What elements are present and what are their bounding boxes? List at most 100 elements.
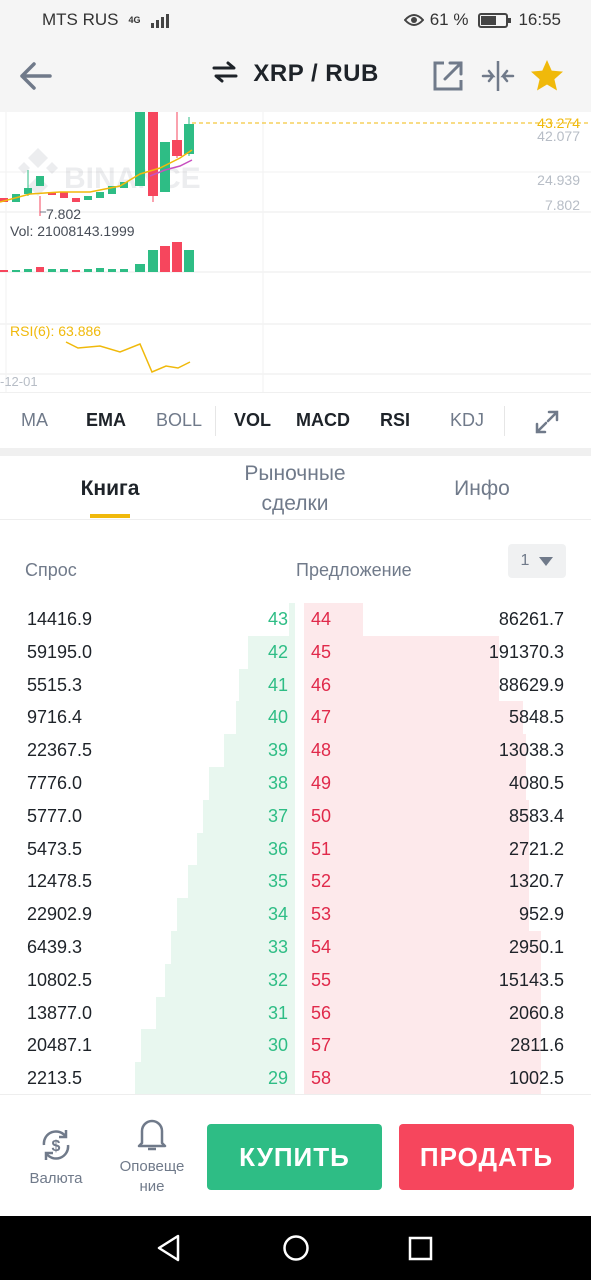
compare-icon[interactable] [480, 58, 516, 94]
alerts-label-line1: Оповеще [119, 1158, 185, 1175]
orderbook-row[interactable]: 13877.0 31 56 2060.8 [0, 996, 591, 1030]
ask-depth-bar [304, 1062, 541, 1095]
alerts-button[interactable]: Оповеще ние [112, 1115, 192, 1195]
orderbook-row[interactable]: 20487.1 30 57 2811.6 [0, 1029, 591, 1063]
section-divider [0, 448, 591, 456]
orderbook-row[interactable]: 2213.5 29 58 1002.5 [0, 1062, 591, 1095]
ask-depth-bar [304, 635, 499, 669]
orderbook-rows: 14416.9 43 44 86261.7 59195.0 42 45 191370.3 551… [0, 603, 591, 1095]
orderbook-row[interactable]: 22902.9 34 53 952.9 [0, 898, 591, 931]
bid-price: 37 [267, 805, 288, 826]
bid-price: 40 [267, 707, 288, 728]
ask-depth-bar [304, 963, 541, 997]
ask-price: 57 [311, 1035, 332, 1056]
ask-quantity: 5848.5 [508, 707, 564, 728]
eye-icon [403, 14, 424, 26]
bid-depth-bar [239, 668, 295, 702]
orderbook-row[interactable]: 10802.5 32 55 15143.5 [0, 963, 591, 997]
ask-price: 58 [311, 1068, 332, 1089]
ask-depth-bar [304, 1029, 541, 1063]
bid-quantity: 10802.5 [27, 969, 93, 990]
network-type: 4G [128, 15, 141, 25]
indicator-kdj[interactable]: KDJ [450, 410, 485, 430]
bid-quantity: 20487.1 [27, 1035, 93, 1056]
orderbook-row[interactable]: 5777.0 37 50 8583.4 [0, 799, 591, 833]
ma2-line [149, 159, 193, 177]
bid-quantity: 5473.5 [27, 838, 83, 859]
bid-price: 43 [267, 609, 288, 629]
bid-quantity: 7776.0 [27, 772, 83, 793]
bid-quantity: 22367.5 [27, 740, 93, 761]
orderbook-header: Спрос Предложение 1 [0, 540, 591, 590]
orderbook-row[interactable]: 7776.0 38 49 4080.5 [0, 766, 591, 800]
indicator-boll[interactable]: BOLL [156, 410, 203, 430]
star-icon[interactable] [529, 58, 565, 94]
ask-quantity: 1320.7 [508, 871, 564, 892]
ask-price: 46 [311, 674, 332, 695]
orderbook-row[interactable]: 59195.0 42 45 191370.3 [0, 635, 591, 669]
nav-back-icon[interactable] [156, 1234, 182, 1262]
orderbook-row[interactable]: 6439.3 33 54 2950.1 [0, 930, 591, 964]
ask-depth-bar [304, 865, 529, 899]
battery-icon [478, 12, 512, 28]
fullscreen-icon[interactable] [534, 409, 560, 435]
alerts-label-line2: ние [139, 1178, 165, 1195]
ask-quantity: 2721.2 [508, 838, 564, 859]
pair-title[interactable]: XRP / RUB [0, 60, 591, 88]
indicator-vol[interactable]: VOL [234, 410, 272, 430]
pair-header: XRP / RUB [0, 40, 591, 112]
volume-label: Vol: 21008143.1999 [10, 223, 135, 239]
status-bar: MTS RUS 4G 61 % 16:55 [0, 0, 591, 40]
tab-info[interactable]: Инфо [454, 477, 510, 500]
current-price-label: 43.274 [537, 115, 580, 131]
bid-price: 31 [267, 1002, 288, 1023]
ask-depth-bar [304, 930, 541, 964]
ask-depth-bar [304, 734, 526, 767]
pair-name: XRP / RUB [253, 60, 379, 87]
orderbook-row[interactable]: 9716.4 40 47 5848.5 [0, 701, 591, 735]
ask-depth-bar [304, 832, 529, 866]
active-tab-indicator [90, 514, 130, 518]
buy-button[interactable]: КУПИТЬ [207, 1124, 382, 1190]
ask-quantity: 1002.5 [508, 1068, 564, 1089]
orderbook-tabs: Книга Рыночные сделки Инфо [0, 456, 591, 520]
indicator-macd[interactable]: MACD [296, 410, 350, 430]
external-link-icon[interactable] [430, 58, 466, 94]
ask-price: 53 [311, 904, 332, 925]
ask-depth-bar [304, 766, 526, 800]
bid-price: 33 [267, 936, 288, 957]
indicator-ma[interactable]: MA [21, 410, 48, 430]
tab-trades[interactable]: Рыночные сделки [215, 459, 375, 519]
orderbook-row[interactable]: 12478.5 35 52 1320.7 [0, 865, 591, 899]
status-left: MTS RUS 4G [42, 10, 169, 30]
sell-button[interactable]: ПРОДАТЬ [399, 1124, 574, 1190]
back-arrow-icon[interactable] [16, 58, 56, 94]
tab-trades-line2: сделки [261, 492, 329, 515]
bid-quantity: 5515.3 [27, 674, 83, 695]
indicator-rsi[interactable]: RSI [380, 410, 411, 430]
nav-home-icon[interactable] [282, 1234, 310, 1262]
orderbook-row[interactable]: 22367.5 39 48 13038.3 [0, 734, 591, 767]
indicator-ema[interactable]: EMA [86, 410, 126, 430]
currency-button[interactable]: $ Валюта [22, 1125, 90, 1187]
bid-quantity: 9716.4 [27, 707, 83, 728]
ask-quantity: 2060.8 [508, 1002, 564, 1023]
ask-price: 45 [311, 641, 332, 662]
bid-depth-bar [165, 963, 295, 997]
candlestick-chart[interactable]: BINANCE [0, 112, 591, 392]
ask-quantity: 2811.6 [510, 1035, 564, 1056]
orderbook-row[interactable]: 5515.3 41 46 88629.9 [0, 668, 591, 702]
ask-quantity: 15143.5 [498, 969, 564, 990]
chevron-down-icon [539, 556, 554, 566]
depth-select[interactable]: 1 [508, 544, 566, 578]
nav-recents-icon[interactable] [408, 1236, 434, 1262]
orderbook-row[interactable]: 14416.9 43 44 86261.7 [0, 603, 591, 636]
bid-price: 39 [267, 740, 288, 761]
ask-price: 52 [311, 871, 332, 892]
bid-price: 30 [267, 1035, 288, 1056]
tab-book[interactable]: Книга [80, 477, 140, 500]
currency-exchange-icon: $ [42, 1130, 70, 1160]
ask-quantity: 952.9 [518, 904, 564, 925]
orderbook-row[interactable]: 5473.5 36 51 2721.2 [0, 832, 591, 866]
bid-depth-bar [156, 996, 295, 1030]
